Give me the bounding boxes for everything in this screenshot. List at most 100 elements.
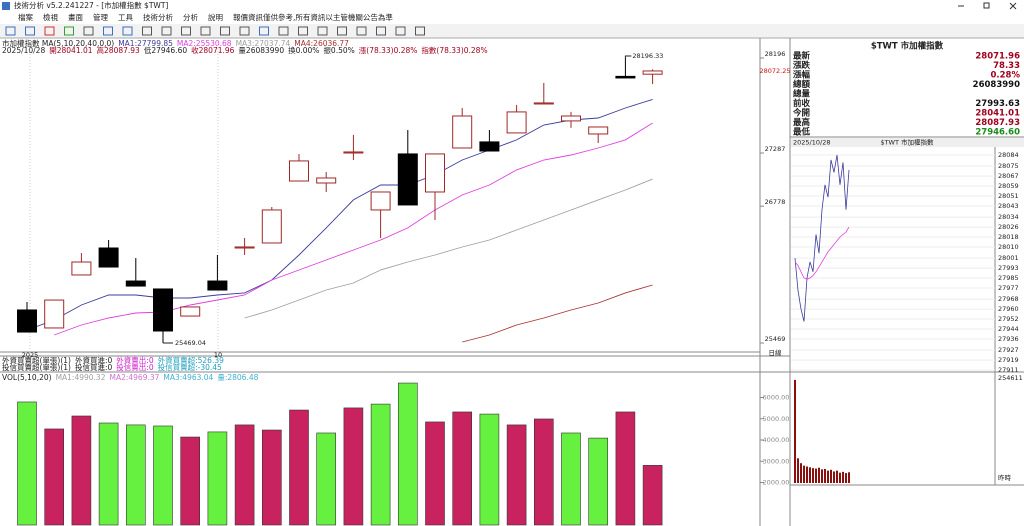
line-series xyxy=(462,284,653,343)
quote-value: 0.28% xyxy=(991,71,1021,81)
y-tick-label: 25469 xyxy=(765,335,786,343)
quote-value: 26083990 xyxy=(973,80,1020,90)
menu-item[interactable]: 說明 xyxy=(208,12,223,22)
legend-item: MA4:26036.77 xyxy=(294,39,349,48)
volume-bar xyxy=(425,421,445,526)
candle-body xyxy=(425,153,445,193)
volume-bar xyxy=(397,382,418,526)
tool-button[interactable] xyxy=(395,26,406,36)
maximize-button[interactable] xyxy=(983,2,990,9)
volume-bar xyxy=(800,463,802,483)
tool-button[interactable] xyxy=(200,26,211,36)
menu-item[interactable]: 工具 xyxy=(118,13,133,22)
line-series xyxy=(794,226,850,280)
menu-item[interactable]: 報價資訊僅供參考,所有資訊以主管機關公告為準 xyxy=(233,12,393,22)
x-label: 10 xyxy=(214,351,222,359)
y-tick-label: 254611 xyxy=(998,374,1023,382)
tool-button[interactable] xyxy=(415,26,425,36)
volume-bar xyxy=(588,437,609,526)
tool-button[interactable] xyxy=(181,26,191,36)
quote-item: 換0.00% xyxy=(288,45,319,55)
close-button[interactable] xyxy=(1009,2,1017,10)
y-tick-label: 3000.00 xyxy=(763,457,790,465)
y-tick-label: 28084 xyxy=(998,151,1019,159)
y-tick-label: 27985 xyxy=(998,274,1019,282)
y-tick-label: 27911 xyxy=(998,366,1019,374)
intraday-title: $TWT 市加權指數 xyxy=(880,138,934,147)
menu-item[interactable]: 管理 xyxy=(93,12,108,22)
toolbar-icons xyxy=(5,26,425,36)
menu-item[interactable]: 分析 xyxy=(183,12,198,22)
tool-button[interactable] xyxy=(337,26,347,36)
legend-item: MA3:4963.04 xyxy=(163,373,213,382)
quote-title: $TWT 市加權指數 xyxy=(871,41,944,52)
volume-bar xyxy=(824,468,826,483)
volume-bar xyxy=(98,422,119,526)
legend-item: MA1:27799.85 xyxy=(118,39,173,48)
tool-button[interactable] xyxy=(239,26,250,36)
volume-bar xyxy=(370,403,391,526)
quote-label: 最高 xyxy=(793,117,811,128)
tool-button[interactable] xyxy=(356,26,367,36)
candle-body xyxy=(289,160,309,182)
y-tick-label: 27936 xyxy=(998,335,1019,343)
menu-item[interactable]: 畫面 xyxy=(68,12,83,22)
tool-button[interactable] xyxy=(298,26,308,36)
volume-bar xyxy=(842,471,844,483)
tool-button[interactable] xyxy=(161,26,172,36)
tool-button[interactable] xyxy=(278,26,289,36)
quote-item: 漲(78.33)0.28% xyxy=(359,46,418,55)
tool-button[interactable] xyxy=(83,26,94,36)
tool-button[interactable] xyxy=(142,26,152,36)
candle-body xyxy=(316,177,337,184)
y-tick-label: 27927 xyxy=(998,346,1019,354)
tool-button[interactable] xyxy=(64,26,74,36)
volume-bar xyxy=(180,436,200,526)
y-tick-label: 4000.00 xyxy=(763,436,790,444)
y-tick-label: 2000.00 xyxy=(763,479,790,487)
candle-body xyxy=(234,246,255,249)
volume-bar xyxy=(316,432,337,526)
tool-button[interactable] xyxy=(259,26,269,36)
candle-body xyxy=(506,111,527,134)
y-tick-label: 28034 xyxy=(998,213,1019,221)
tool-button[interactable] xyxy=(5,26,16,36)
volume-bar xyxy=(289,409,309,526)
volume-bar xyxy=(797,458,799,483)
foreign-item: 外資賣出:0 xyxy=(116,355,154,365)
candle-body xyxy=(479,141,500,152)
volume-bar xyxy=(839,472,841,483)
tool-button[interactable] xyxy=(220,26,230,36)
intraday-date: 2025/10/28 xyxy=(793,139,830,147)
y-tick-label: 27993 xyxy=(998,264,1019,272)
tool-button[interactable] xyxy=(44,26,55,36)
menu-item[interactable]: 檢視 xyxy=(43,12,58,22)
annotation-leader xyxy=(624,55,632,58)
tool-button[interactable] xyxy=(25,26,35,36)
y-tick-label: 27952 xyxy=(998,315,1019,323)
trust-item: 投信買賣超(單張)(1) xyxy=(2,362,71,372)
volume-bar xyxy=(845,473,847,483)
volume-bar xyxy=(830,469,832,483)
menu-item[interactable]: 技術分析 xyxy=(143,12,173,22)
tool-button[interactable] xyxy=(103,26,113,36)
menu-item[interactable]: 檔案 xyxy=(18,12,33,22)
trust-item: 投信買進:0 xyxy=(75,362,113,372)
volume-bar xyxy=(821,469,823,483)
volume-bar xyxy=(234,424,255,526)
tool-button[interactable] xyxy=(376,26,386,36)
legend-item: MA1:4990.32 xyxy=(56,373,106,382)
candle-body xyxy=(533,102,554,105)
y-tick-label: 26778 xyxy=(765,198,786,206)
candle-body xyxy=(588,126,609,135)
tool-button[interactable] xyxy=(317,26,328,36)
volume-bar xyxy=(803,465,805,483)
last-price: 28072.25 xyxy=(759,67,790,75)
tool-button[interactable] xyxy=(122,26,133,36)
quote-value: 28087.93 xyxy=(975,118,1020,128)
foreign-item: 外資買進:0 xyxy=(75,355,113,365)
quote-value: 27993.63 xyxy=(975,99,1020,109)
candle-body xyxy=(98,247,119,268)
intraday-header xyxy=(791,138,1024,147)
candle-body xyxy=(615,75,636,79)
